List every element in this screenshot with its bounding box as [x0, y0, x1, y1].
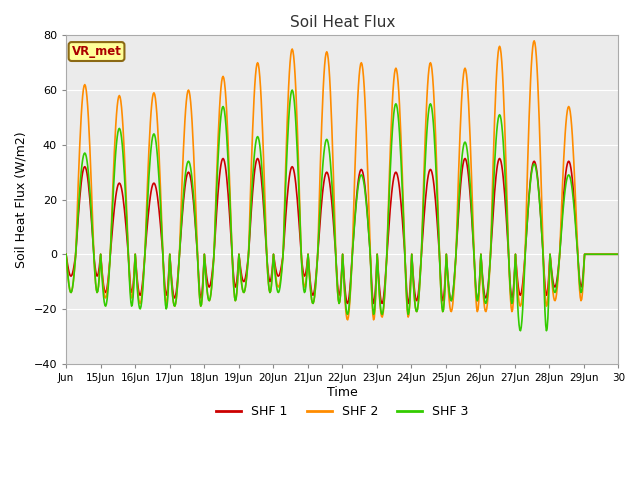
SHF 3 [431, 143, 438, 149]
SHF 1 [344, 300, 351, 306]
SHF 2 [531, 38, 538, 44]
SHF 3 [614, 252, 622, 257]
SHF 1 [220, 156, 227, 161]
SHF 1 [278, 263, 285, 269]
SHF 1 [401, 247, 408, 253]
SHF 3 [289, 87, 296, 93]
X-axis label: Time: Time [327, 385, 358, 398]
SHF 3 [400, 225, 408, 231]
SHF 3 [256, 143, 264, 148]
Line: SHF 2: SHF 2 [66, 41, 618, 320]
SHF 1 [431, 198, 439, 204]
Legend: SHF 1, SHF 2, SHF 3: SHF 1, SHF 2, SHF 3 [211, 400, 473, 423]
SHF 3 [127, 300, 135, 305]
SHF 1 [229, 268, 237, 274]
Line: SHF 3: SHF 3 [66, 90, 618, 331]
Title: Soil Heat Flux: Soil Heat Flux [289, 15, 395, 30]
SHF 3 [277, 279, 285, 285]
SHF 3 [228, 261, 236, 266]
SHF 2 [127, 292, 135, 298]
SHF 2 [228, 261, 236, 266]
Line: SHF 1: SHF 1 [66, 158, 618, 303]
SHF 2 [614, 252, 622, 257]
SHF 2 [62, 252, 70, 257]
SHF 1 [614, 252, 622, 257]
SHF 2 [400, 219, 408, 225]
Text: VR_met: VR_met [72, 45, 122, 58]
SHF 2 [431, 113, 438, 119]
SHF 1 [62, 252, 70, 257]
SHF 1 [127, 287, 135, 292]
SHF 3 [62, 252, 70, 257]
SHF 3 [516, 328, 524, 334]
Y-axis label: Soil Heat Flux (W/m2): Soil Heat Flux (W/m2) [15, 131, 28, 268]
SHF 2 [256, 74, 264, 80]
SHF 2 [344, 317, 351, 323]
SHF 2 [277, 275, 285, 281]
SHF 1 [257, 168, 264, 174]
